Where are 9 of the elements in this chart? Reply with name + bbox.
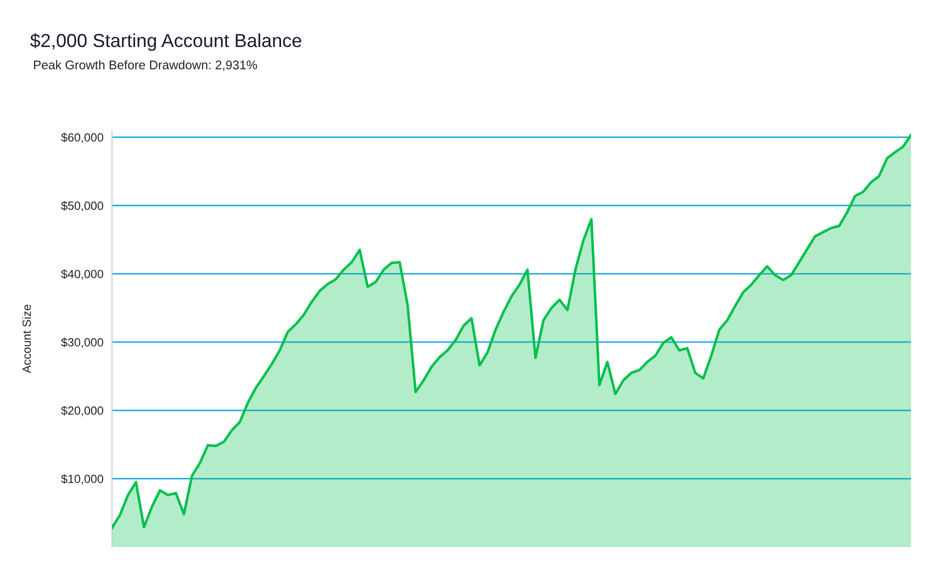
y-tick-label: $50,000 [61, 201, 104, 212]
chart-subtitle: Peak Growth Before Drawdown: 2,931% [34, 60, 257, 71]
y-tick-label: $20,000 [61, 406, 104, 416]
chart-title: $2,000 Starting Account Balance [30, 33, 302, 51]
y-axis-title: Account Size [22, 304, 31, 374]
y-tick-label: $30,000 [61, 338, 104, 348]
y-tick-label: $10,000 [61, 474, 104, 484]
y-tick-label: $60,000 [61, 132, 104, 143]
y-tick-label: $40,000 [61, 269, 104, 280]
